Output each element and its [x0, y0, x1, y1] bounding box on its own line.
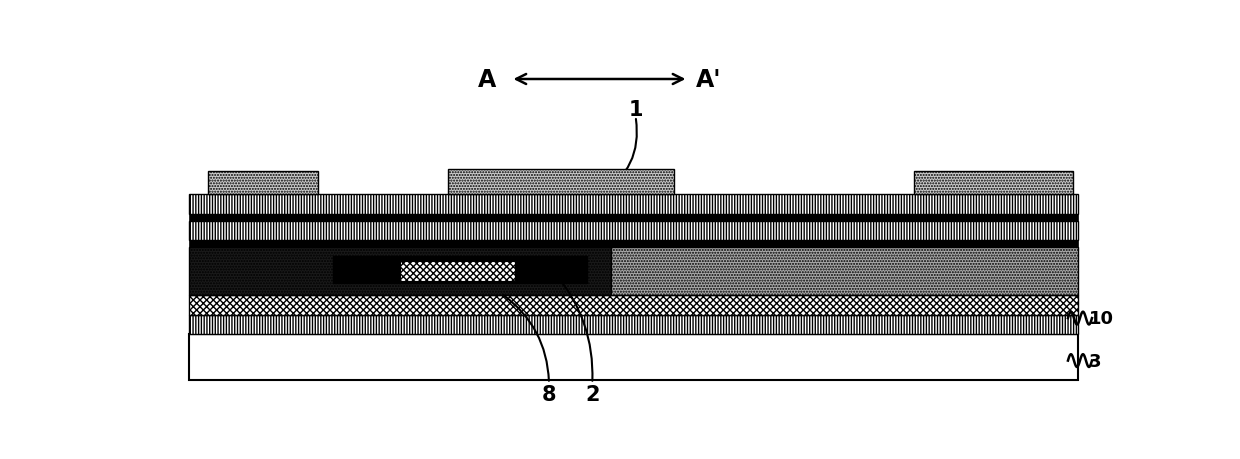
Bar	[914, 172, 1073, 195]
Text: 2: 2	[585, 384, 599, 404]
Bar	[188, 195, 1078, 214]
Text: 1: 1	[629, 100, 642, 120]
Text: 3: 3	[1089, 352, 1101, 370]
Bar	[332, 257, 588, 283]
Text: 10: 10	[1089, 309, 1114, 327]
Bar	[188, 241, 1078, 248]
Text: A': A'	[696, 68, 722, 92]
Bar	[448, 169, 675, 195]
Text: A: A	[477, 68, 496, 92]
Bar	[188, 315, 1078, 334]
Bar	[208, 172, 319, 195]
Bar	[188, 214, 1078, 221]
Bar	[188, 296, 1078, 315]
Bar	[611, 248, 1078, 296]
Bar	[188, 248, 611, 296]
Text: 8: 8	[542, 384, 557, 404]
Bar	[401, 262, 516, 281]
Bar	[188, 334, 1078, 380]
Bar	[188, 221, 1078, 241]
